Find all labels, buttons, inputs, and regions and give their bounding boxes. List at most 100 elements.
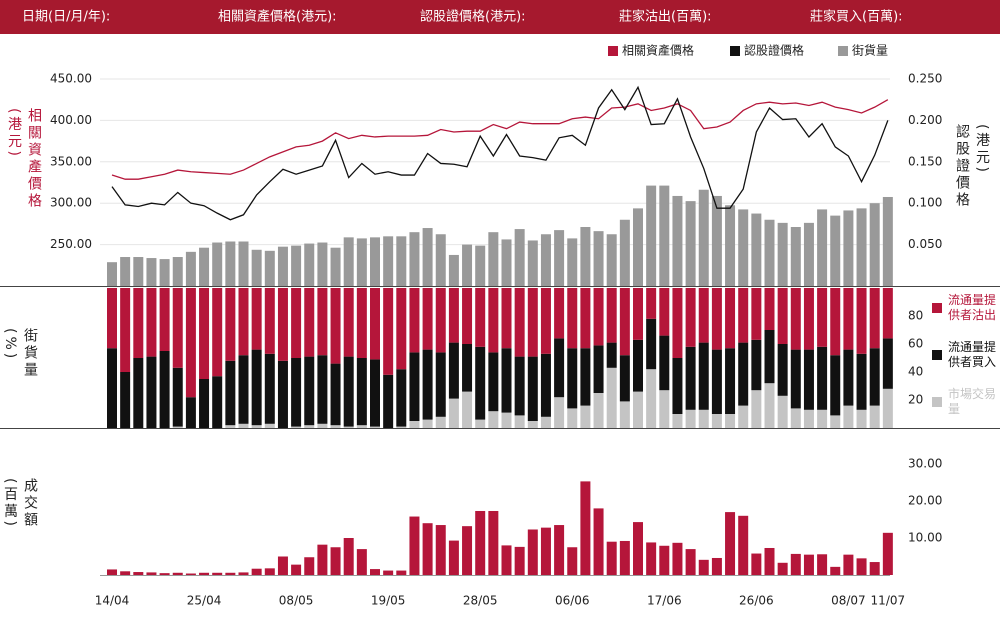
stacked-bar-segment (356, 358, 367, 426)
stacked-bar-segment (803, 409, 814, 428)
stacked-bar-segment (725, 288, 736, 349)
stacked-bar-segment (646, 369, 657, 428)
stacked-bar-segment (606, 288, 617, 343)
stacked-bar-segment (159, 351, 170, 428)
stacked-bar-segment (843, 405, 854, 428)
bar (685, 549, 696, 575)
bar (698, 559, 709, 575)
stacked-bar-segment (567, 288, 578, 349)
legend-label: 流通量提供者沽出 (948, 293, 997, 322)
stacked-bar-segment (619, 355, 630, 402)
bar (567, 547, 578, 575)
stacked-bar-segment (409, 352, 420, 421)
tick-label: 60 (908, 337, 923, 351)
stacked-bar-segment (225, 425, 236, 428)
stacked-bar-segment (751, 390, 762, 428)
tick-label: 450.00 (50, 72, 92, 86)
stacked-bar-segment (343, 356, 354, 427)
stacked-bar-segment (856, 409, 867, 428)
legend-label: 街貨量 (852, 43, 888, 58)
bar (527, 240, 538, 286)
header-label: 相關資產價格(港元): (218, 9, 337, 25)
stacked-bar-segment (264, 288, 275, 354)
stacked-bar-segment (225, 288, 236, 361)
stacked-bar-segment (869, 288, 880, 349)
bar (685, 201, 696, 286)
bar (764, 547, 775, 575)
bar (409, 516, 420, 575)
stacked-bar-segment (725, 414, 736, 428)
stacked-bar-segment (356, 288, 367, 358)
bar (619, 219, 630, 286)
stacked-bar-segment (606, 342, 617, 368)
legend-label: 市場交易量 (948, 387, 997, 416)
stacked-bar-segment (370, 426, 380, 428)
bar (817, 209, 828, 286)
bar (869, 562, 880, 575)
stacked-bar-segment (527, 421, 538, 428)
stacked-bar-segment (514, 288, 525, 357)
bar (107, 262, 117, 286)
x-tick-label: 19/05 (371, 594, 406, 608)
stacked-bar-segment (554, 338, 565, 398)
stacked-bar-segment (751, 339, 762, 391)
tick-label: 20.00 (908, 494, 942, 508)
stacked-bar-segment (777, 395, 788, 428)
stacked-bar-segment (803, 349, 814, 410)
stacked-bar-segment (501, 288, 512, 349)
bar (291, 564, 302, 575)
stacked-bar-segment (343, 288, 354, 357)
bar (856, 558, 867, 575)
stacked-bar-segment (107, 348, 117, 428)
bar (448, 540, 459, 575)
stacked-bar-segment (659, 288, 670, 336)
bar (501, 239, 512, 286)
tick-label: 300.00 (50, 196, 92, 210)
stacked-bar-segment (751, 288, 762, 340)
stacked-bar-segment (330, 425, 341, 428)
stacked-bar-segment (238, 423, 249, 428)
stacked-bar-segment (264, 423, 275, 428)
tick-label: 250.00 (50, 237, 92, 251)
bar (803, 554, 814, 575)
bar (554, 525, 565, 575)
stacked-bar-segment (830, 355, 841, 416)
bar (422, 523, 433, 575)
stacked-bar-segment (133, 358, 144, 428)
bar (172, 257, 183, 286)
legend-swatch (838, 46, 848, 56)
stacked-bar-segment (435, 352, 446, 417)
stacked-bar-segment (540, 416, 551, 428)
tick-label: 0.150 (908, 154, 942, 168)
stacked-bar-segment (501, 412, 512, 428)
stacked-bar-segment (422, 349, 433, 420)
stacked-bar-segment (882, 388, 893, 428)
stacked-bar-segment (606, 367, 617, 428)
tick-label: 10.00 (908, 531, 942, 545)
y-axis-title: 街貨量(%) (2, 328, 38, 379)
tick-label: 30.00 (908, 457, 942, 471)
stacked-bar-segment (317, 355, 328, 424)
stacked-bar-segment (383, 288, 394, 375)
bar (672, 195, 683, 286)
bar (777, 222, 788, 286)
bar (646, 542, 657, 575)
bar (435, 525, 446, 575)
stacked-bar-segment (593, 288, 604, 346)
stacked-bar-segment (711, 288, 722, 350)
x-tick-label: 26/06 (739, 594, 774, 608)
stacked-bar-segment (146, 356, 157, 428)
stacked-bar-segment (251, 288, 262, 350)
stacked-bar-segment (435, 416, 446, 428)
bar (225, 241, 236, 286)
stacked-bar-segment (172, 288, 183, 368)
bar (159, 573, 170, 575)
stacked-bar-segment (330, 288, 341, 364)
stacked-bar-segment (580, 288, 591, 349)
stacked-bar-segment (212, 288, 223, 377)
bar (120, 257, 131, 286)
stacked-bar-segment (238, 288, 249, 356)
line (111, 85, 889, 221)
bar (383, 236, 394, 286)
tick-label: 80 (908, 309, 923, 323)
